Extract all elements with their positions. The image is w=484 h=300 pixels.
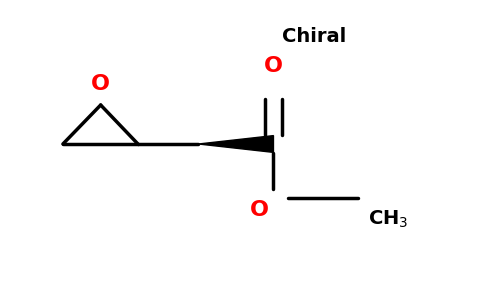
Polygon shape (198, 136, 273, 152)
Text: O: O (91, 74, 110, 94)
Text: O: O (264, 56, 283, 76)
Text: Chiral: Chiral (283, 26, 347, 46)
Text: CH$_3$: CH$_3$ (368, 208, 408, 230)
Text: O: O (249, 200, 269, 220)
